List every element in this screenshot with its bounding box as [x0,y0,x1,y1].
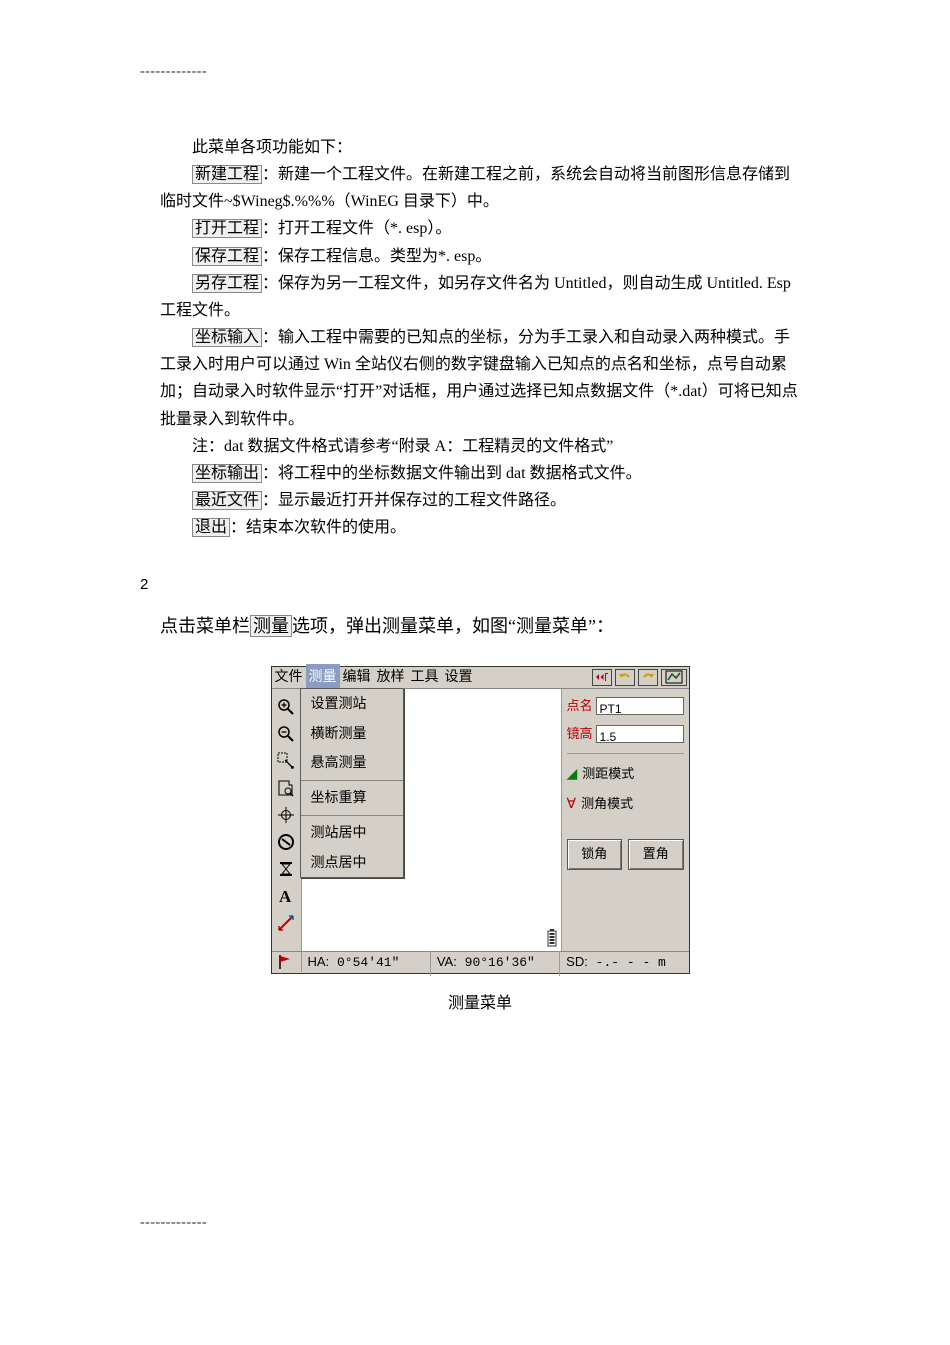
dropdown-item-测站居中[interactable]: 测站居中 [301,818,403,848]
angle-mode-row[interactable]: ∀ 测角模式 [567,792,684,816]
menu-放样[interactable]: 放样 [374,664,408,690]
p9-rest: ：结束本次软件的使用。 [230,519,406,536]
zoom-page-icon[interactable] [276,778,296,798]
p5: 坐标输入：输入工程中需要的已知点的坐标，分为手工录入和自动录入两种模式。手工录入… [160,324,800,433]
dropdown-separator [301,815,403,816]
dropdown-item-横断测量[interactable]: 横断测量 [301,719,403,749]
prism-height-label: 镜高 [567,723,593,745]
lock-angle-button[interactable]: 锁角 [567,839,623,869]
p1-label: 新建工程 [192,165,262,184]
p2-label: 打开工程 [192,219,262,238]
distance-mode-row[interactable]: ◢ 测距模式 [567,762,684,786]
p6-note: 注：dat 数据文件格式请参考“附录 A：工程精灵的文件格式” [160,433,800,460]
point-name-label: 点名 [567,695,593,717]
dropdown-item-测点居中[interactable]: 测点居中 [301,848,403,878]
dropdown-item-悬高测量[interactable]: 悬高测量 [301,748,403,778]
p8-label: 最近文件 [192,491,262,510]
distance-mode-label: 测距模式 [582,763,634,785]
p2: 打开工程：打开工程文件（*. esp）。 [160,215,800,242]
bottom-dashes: ------------- [140,1211,207,1235]
app-screenshot: 文件测量编辑放样工具设置 [271,666,690,974]
p3: 保存工程：保存工程信息。类型为*. esp。 [160,243,800,270]
set-angle-button[interactable]: 置角 [628,839,684,869]
hourglass-icon[interactable] [276,859,296,879]
lead-box: 测量 [250,615,292,637]
p5-label: 坐标输入 [192,328,262,347]
menu-工具[interactable]: 工具 [408,664,442,690]
zoom-extent-icon[interactable] [276,832,296,852]
battery-icon [547,929,557,947]
va-readout: VA: 90°16'36" [431,949,560,976]
p3-label: 保存工程 [192,247,262,266]
lead-post: 选项，弹出测量菜单，如图“测量菜单”： [292,616,614,636]
screenshot-caption: 测量菜单 [448,990,512,1017]
measure-dropdown: 设置测站横断测量悬高测量坐标重算测站居中测点居中 [300,688,404,879]
point-name-input[interactable]: PT1 [596,697,684,715]
menu-测量[interactable]: 测量 [306,664,340,690]
p1: 新建工程：新建一个工程文件。在新建工程之前，系统会自动将当前图形信息存储到临时文… [160,161,800,215]
p4-label: 另存工程 [192,274,262,293]
zoom-region-icon[interactable] [276,751,296,771]
menubar-tool-icons [592,669,689,686]
redo-icon[interactable] [638,669,658,686]
intro-line: 此菜单各项功能如下： [160,134,800,161]
lead-pre: 点击菜单栏 [160,616,250,636]
p3-rest: ：保存工程信息。类型为*. esp。 [262,248,491,265]
p7: 坐标输出：将工程中的坐标数据文件输出到 dat 数据格式文件。 [160,460,800,487]
p9-label: 退出 [192,518,230,537]
p7-rest: ：将工程中的坐标数据文件输出到 dat 数据格式文件。 [262,465,642,482]
tool-icon-1[interactable] [592,669,612,686]
menu-编辑[interactable]: 编辑 [340,664,374,690]
status-flag [272,952,302,972]
p4: 另存工程：保存为另一工程文件，如另存文件名为 Untitled，则自动生成 Un… [160,270,800,324]
dropdown-item-设置测站[interactable]: 设置测站 [301,689,403,719]
right-panel: 点名 PT1 镜高 1.5 ◢ 测距模式 ∀ 测角模式 [561,689,689,951]
menubar: 文件测量编辑放样工具设置 [272,667,689,689]
menu-设置[interactable]: 设置 [442,664,476,690]
section-number: 2 [140,572,820,598]
dropdown-item-坐标重算[interactable]: 坐标重算 [301,783,403,813]
p2-rest: ：打开工程文件（*. esp）。 [262,220,451,237]
canvas-area[interactable]: 设置测站横断测量悬高测量坐标重算测站居中测点居中 [302,689,561,951]
menu-文件[interactable]: 文件 [272,664,306,690]
screenshot-lead: 点击菜单栏测量选项，弹出测量菜单，如图“测量菜单”： [160,611,820,642]
status-bar: HA: 0°54'41" VA: 90°16'36" SD: -.- - - m [272,951,689,973]
top-dashes: ------------- [140,60,820,84]
svg-text:A: A [279,887,292,905]
undo-icon[interactable] [615,669,635,686]
p8-rest: ：显示最近打开并保存过的工程文件路径。 [262,492,566,509]
p7-label: 坐标输出 [192,464,262,483]
chart-icon[interactable] [661,669,687,686]
triangle-down-icon: ∀ [567,792,577,816]
pan-icon[interactable] [276,805,296,825]
p8: 最近文件：显示最近打开并保存过的工程文件路径。 [160,487,800,514]
prism-height-input[interactable]: 1.5 [596,725,684,743]
tool-column: A [272,689,302,951]
zoom-in-icon[interactable] [276,697,296,717]
sd-readout: SD: -.- - - m [560,949,688,976]
p9: 退出：结束本次软件的使用。 [160,514,800,541]
triangle-right-icon: ◢ [567,762,578,786]
text-icon[interactable]: A [276,886,296,906]
zoom-out-icon[interactable] [276,724,296,744]
measure-tool-icon[interactable] [276,913,296,933]
document-text-block: 此菜单各项功能如下： 新建工程：新建一个工程文件。在新建工程之前，系统会自动将当… [160,134,800,542]
dropdown-separator [301,780,403,781]
angle-mode-label: 测角模式 [581,793,633,815]
ha-readout: HA: 0°54'41" [302,949,431,976]
